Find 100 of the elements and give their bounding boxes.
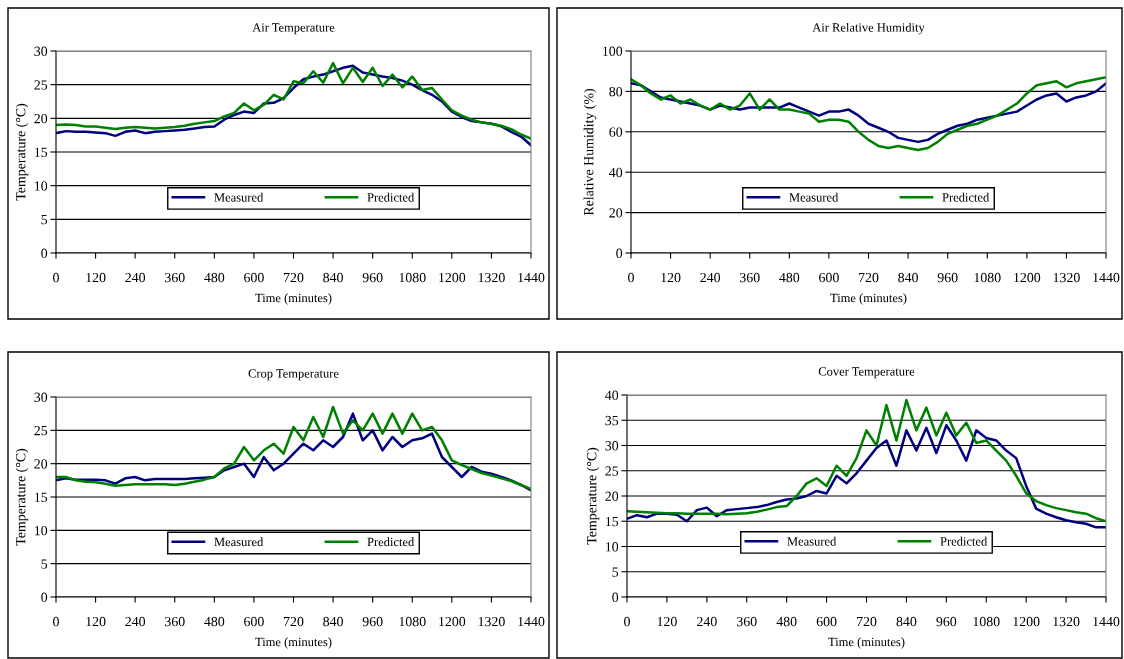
x-tick-label: 1200 bbox=[1014, 272, 1041, 283]
x-tick-label: 840 bbox=[896, 616, 917, 627]
chart-title: Air Temperature bbox=[252, 23, 335, 35]
x-tick-label: 1080 bbox=[399, 272, 426, 283]
y-tick-label: 25 bbox=[34, 425, 48, 436]
y-axis-title: Temperature (°C) bbox=[586, 447, 600, 545]
x-tick-label: 960 bbox=[937, 272, 958, 283]
y-tick-label: 10 bbox=[35, 181, 48, 191]
y-tick-label: 30 bbox=[34, 46, 48, 56]
x-tick-label: 120 bbox=[657, 616, 677, 627]
x-tick-label: 480 bbox=[779, 272, 800, 283]
y-tick-label: 100 bbox=[603, 46, 623, 56]
x-tick-label: 0 bbox=[53, 272, 59, 283]
y-tick-label: 80 bbox=[609, 86, 623, 97]
x-tick-label: 1440 bbox=[518, 272, 545, 283]
y-tick-label: 40 bbox=[605, 390, 619, 400]
y-axis-title: Relative Humidity (%) bbox=[583, 88, 597, 216]
x-tick-label: 960 bbox=[936, 616, 957, 627]
x-tick-label: 1440 bbox=[1093, 616, 1120, 627]
chart-title: Crop Temperature bbox=[248, 369, 339, 381]
x-tick-label: 0 bbox=[53, 616, 59, 627]
x-tick-label: 840 bbox=[898, 272, 918, 283]
x-tick-label: 960 bbox=[362, 272, 383, 283]
x-axis-title: Time (minutes) bbox=[255, 637, 332, 649]
y-tick-label: 15 bbox=[35, 147, 48, 157]
x-tick-label: 600 bbox=[244, 272, 264, 283]
x-tick-label: 1200 bbox=[439, 272, 466, 283]
y-tick-label: 60 bbox=[609, 127, 623, 137]
y-tick-label: 0 bbox=[612, 592, 619, 602]
x-tick-label: 960 bbox=[362, 616, 383, 627]
x-tick-label: 240 bbox=[700, 272, 721, 283]
y-axis-title: Temperature (°C) bbox=[15, 103, 29, 201]
x-tick-label: 840 bbox=[323, 616, 343, 627]
y-tick-label: 0 bbox=[41, 592, 48, 602]
x-tick-label: 600 bbox=[819, 272, 839, 283]
legend-label: Predicted bbox=[367, 192, 415, 202]
x-tick-label: 360 bbox=[165, 616, 185, 627]
x-tick-label: 120 bbox=[86, 616, 106, 627]
y-tick-label: 25 bbox=[605, 466, 619, 476]
x-tick-label: 360 bbox=[165, 272, 185, 283]
x-tick-label: 720 bbox=[857, 616, 877, 627]
y-tick-label: 35 bbox=[605, 415, 619, 426]
y-tick-label: 25 bbox=[34, 80, 48, 90]
y-tick-label: 20 bbox=[34, 459, 48, 469]
y-tick-label: 20 bbox=[605, 491, 619, 501]
x-tick-label: 720 bbox=[284, 272, 304, 283]
x-tick-label: 360 bbox=[737, 616, 757, 627]
x-tick-label: 1440 bbox=[518, 616, 545, 627]
x-tick-label: 600 bbox=[244, 616, 264, 627]
x-tick-label: 1320 bbox=[478, 272, 505, 283]
x-tick-label: 720 bbox=[284, 616, 304, 627]
y-tick-label: 20 bbox=[34, 113, 48, 124]
x-tick-label: 240 bbox=[125, 272, 146, 283]
y-tick-label: 15 bbox=[606, 516, 619, 527]
x-tick-label: 1440 bbox=[1093, 272, 1120, 283]
x-tick-label: 840 bbox=[323, 272, 343, 283]
x-tick-label: 0 bbox=[624, 616, 630, 627]
x-tick-label: 480 bbox=[204, 272, 225, 283]
y-axis-title: Temperature (°C) bbox=[15, 448, 29, 546]
x-tick-label: 480 bbox=[204, 616, 225, 627]
y-tick-label: 5 bbox=[612, 567, 619, 577]
x-tick-label: 1320 bbox=[1053, 616, 1080, 627]
legend-label: Predicted bbox=[942, 192, 990, 202]
x-tick-label: 240 bbox=[125, 616, 146, 627]
chart-title: Cover Temperature bbox=[818, 367, 915, 379]
y-tick-label: 30 bbox=[34, 392, 48, 402]
y-tick-label: 30 bbox=[605, 441, 619, 451]
legend-label: Measured bbox=[214, 537, 264, 547]
y-tick-label: 5 bbox=[41, 215, 48, 225]
x-tick-label: 0 bbox=[628, 272, 634, 283]
x-tick-label: 240 bbox=[697, 616, 717, 627]
chart-title: Air Relative Humidity bbox=[812, 22, 925, 35]
x-tick-label: 120 bbox=[661, 272, 681, 283]
legend-label: Measured bbox=[789, 192, 839, 202]
legend-label: Predicted bbox=[367, 537, 415, 547]
y-tick-label: 5 bbox=[41, 559, 48, 569]
x-tick-label: 1080 bbox=[399, 616, 426, 627]
y-tick-label: 40 bbox=[609, 167, 623, 178]
x-axis-title: Time (minutes) bbox=[255, 293, 332, 305]
x-tick-label: 480 bbox=[776, 616, 797, 627]
x-tick-label: 360 bbox=[740, 272, 760, 283]
x-tick-label: 1200 bbox=[439, 616, 466, 627]
x-tick-label: 1200 bbox=[1013, 616, 1040, 627]
x-tick-label: 1080 bbox=[974, 272, 1001, 283]
y-tick-label: 0 bbox=[616, 248, 623, 258]
x-tick-label: 600 bbox=[816, 616, 837, 627]
y-tick-label: 15 bbox=[35, 492, 48, 502]
legend-label: Predicted bbox=[940, 536, 988, 546]
x-tick-label: 1320 bbox=[478, 616, 505, 627]
x-tick-label: 1320 bbox=[1053, 272, 1080, 283]
y-tick-label: 10 bbox=[606, 542, 619, 552]
legend-label: Measured bbox=[214, 192, 264, 202]
x-tick-label: 1080 bbox=[973, 616, 1000, 627]
x-tick-label: 720 bbox=[859, 272, 879, 283]
y-tick-label: 10 bbox=[35, 525, 48, 536]
y-tick-label: 0 bbox=[41, 248, 48, 258]
legend-label: Measured bbox=[787, 536, 837, 546]
x-tick-label: 120 bbox=[86, 272, 106, 283]
x-axis-title: Time (minutes) bbox=[830, 293, 907, 305]
y-tick-label: 20 bbox=[609, 208, 623, 218]
